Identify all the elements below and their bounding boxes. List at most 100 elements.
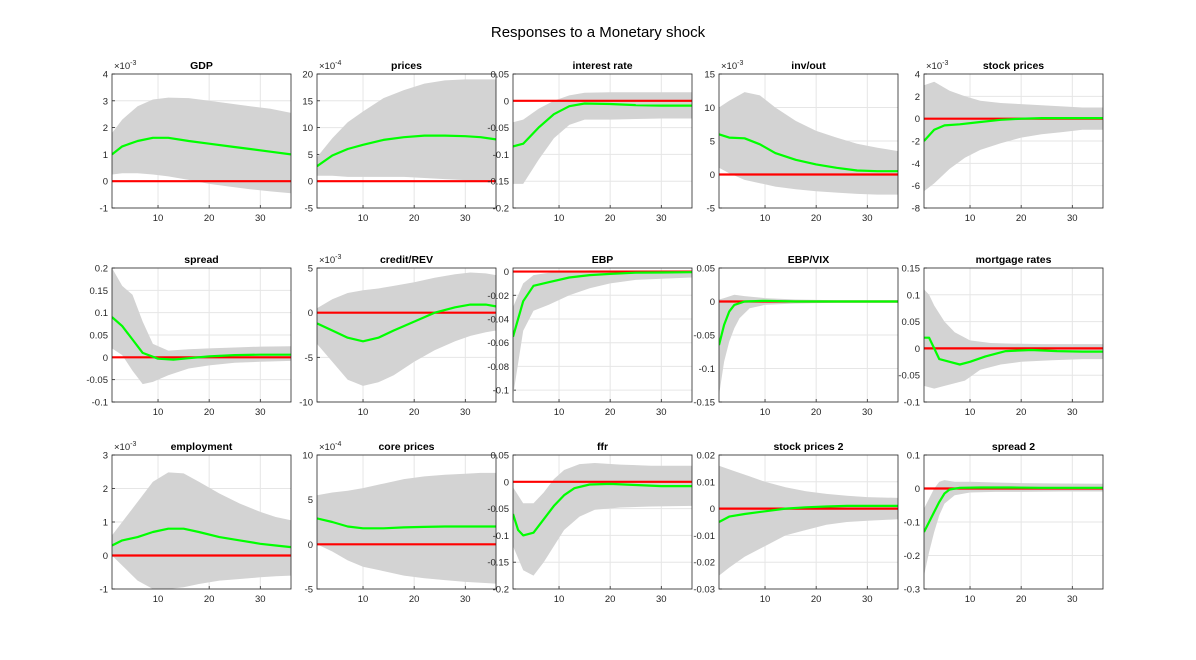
x-tick-label: 10 [965, 594, 976, 605]
subplot-title: interest rate [572, 60, 632, 72]
x-tick-label: 10 [358, 594, 369, 605]
x-tick-label: 20 [605, 213, 616, 224]
axis-exponent: ×10-3 [319, 254, 341, 266]
subplot-title: stock prices [983, 60, 1044, 72]
subplot: 10 20 30 -1 0 1 2 3 employment ×10-3 [100, 441, 292, 605]
y-tick-label: -0.2 [493, 204, 509, 215]
y-tick-label: 4 [915, 70, 920, 81]
x-tick-label: 30 [656, 407, 667, 418]
axis-exponent: ×10-3 [926, 60, 948, 72]
y-tick-label: 0 [103, 353, 108, 364]
x-tick-label: 10 [554, 407, 565, 418]
x-tick-label: 20 [811, 407, 822, 418]
y-tick-label: -5 [305, 204, 313, 215]
y-tick-label: 10 [704, 103, 715, 114]
confidence-band [924, 480, 1103, 576]
plot-layer [112, 472, 291, 589]
subplot-title: ffr [597, 441, 608, 453]
subplot-title: GDP [190, 60, 213, 72]
y-tick-label: 10 [302, 123, 313, 134]
y-tick-label: 0.05 [90, 331, 109, 342]
x-tick-label: 20 [204, 213, 215, 224]
subplot: 10 20 30 -5 0 5 10 15 inv/out ×10-3 [704, 60, 899, 224]
plot-layer [924, 289, 1103, 389]
x-tick-label: 30 [862, 407, 873, 418]
subplot: 10 20 30 -10 -5 0 5 credit/REV ×10-3 [299, 254, 497, 418]
y-tick-label: -0.02 [693, 558, 715, 569]
y-tick-label: -0.1 [904, 398, 920, 409]
x-tick-label: 10 [153, 594, 164, 605]
y-tick-label: 0.05 [697, 264, 716, 275]
y-tick-label: -0.2 [904, 551, 920, 562]
y-tick-label: -0.02 [487, 291, 509, 302]
x-tick-label: 20 [1016, 213, 1027, 224]
axis-exponent: ×10-4 [319, 441, 341, 453]
y-tick-label: 0.01 [697, 477, 716, 488]
y-tick-label: 0.05 [491, 451, 510, 462]
x-tick-label: 30 [862, 213, 873, 224]
y-tick-label: 0 [504, 477, 509, 488]
x-tick-label: 10 [358, 213, 369, 224]
axes-box [923, 73, 1104, 209]
y-tick-label: 0 [103, 177, 108, 188]
plot-layer [719, 294, 898, 396]
x-tick-label: 30 [656, 213, 667, 224]
plot-layer [513, 270, 692, 397]
subplot-title: stock prices 2 [773, 441, 843, 453]
y-tick-label: 0 [308, 308, 313, 319]
irf-line [513, 102, 692, 148]
subplot: 10 20 30 -0.1 -0.05 0 0.05 0.1 0.15 mortgage rate… [898, 254, 1104, 418]
confidence-band [719, 465, 898, 576]
subplot-title: spread [184, 254, 218, 266]
y-tick-label: 0 [103, 551, 108, 562]
x-tick-label: 30 [255, 213, 266, 224]
y-tick-label: -0.05 [86, 375, 108, 386]
y-tick-label: 0 [710, 504, 715, 515]
x-tick-label: 30 [1067, 213, 1078, 224]
irf-line [112, 136, 291, 156]
y-tick-label: 0.15 [90, 286, 109, 297]
irf-line [513, 482, 692, 537]
x-tick-label: 30 [460, 594, 471, 605]
plot-layer [317, 272, 496, 386]
y-tick-label: -0.2 [493, 585, 509, 596]
x-tick-label: 20 [811, 213, 822, 224]
y-tick-label: -0.1 [699, 364, 715, 375]
plot-layer [112, 97, 291, 194]
y-tick-label: 0 [504, 96, 509, 107]
y-tick-label: 0.15 [902, 264, 921, 275]
y-tick-label: 4 [103, 70, 108, 81]
y-tick-label: -0.03 [693, 585, 715, 596]
confidence-band [112, 472, 291, 589]
y-tick-label: -0.15 [487, 177, 509, 188]
subplot-title: EBP [592, 254, 614, 266]
y-tick-label: -5 [707, 204, 715, 215]
subplot-title: credit/REV [380, 254, 433, 266]
x-tick-label: 10 [358, 407, 369, 418]
y-tick-label: -0.01 [693, 531, 715, 542]
y-tick-label: 1 [103, 150, 108, 161]
y-tick-label: 0.1 [95, 308, 108, 319]
axes-box [718, 267, 899, 403]
x-tick-label: 20 [409, 213, 420, 224]
y-tick-label: 0 [915, 484, 920, 495]
axes-box [111, 267, 292, 403]
subplot: 10 20 30 -0.03 -0.02 -0.01 0 0.01 0.02 stock pric… [693, 441, 899, 605]
y-tick-label: -2 [912, 137, 920, 148]
x-tick-label: 20 [811, 594, 822, 605]
y-tick-label: -0.06 [487, 338, 509, 349]
y-tick-label: -0.04 [487, 314, 509, 325]
y-tick-label: 0.2 [95, 264, 108, 275]
y-tick-label: 20 [302, 70, 313, 81]
x-tick-label: 30 [1067, 407, 1078, 418]
confidence-band [513, 270, 692, 397]
subplot: 10 20 30 -8 -6 -4 -2 0 2 4 stock prices ×10-3 [912, 60, 1104, 224]
y-tick-label: 0.05 [491, 70, 510, 81]
y-tick-label: 5 [308, 495, 313, 506]
plot-layer [317, 472, 496, 584]
y-tick-label: -0.1 [904, 518, 920, 529]
y-tick-label: -0.1 [92, 398, 108, 409]
confidence-band [924, 81, 1103, 192]
y-tick-label: 2 [915, 92, 920, 103]
y-tick-label: -0.3 [904, 585, 920, 596]
